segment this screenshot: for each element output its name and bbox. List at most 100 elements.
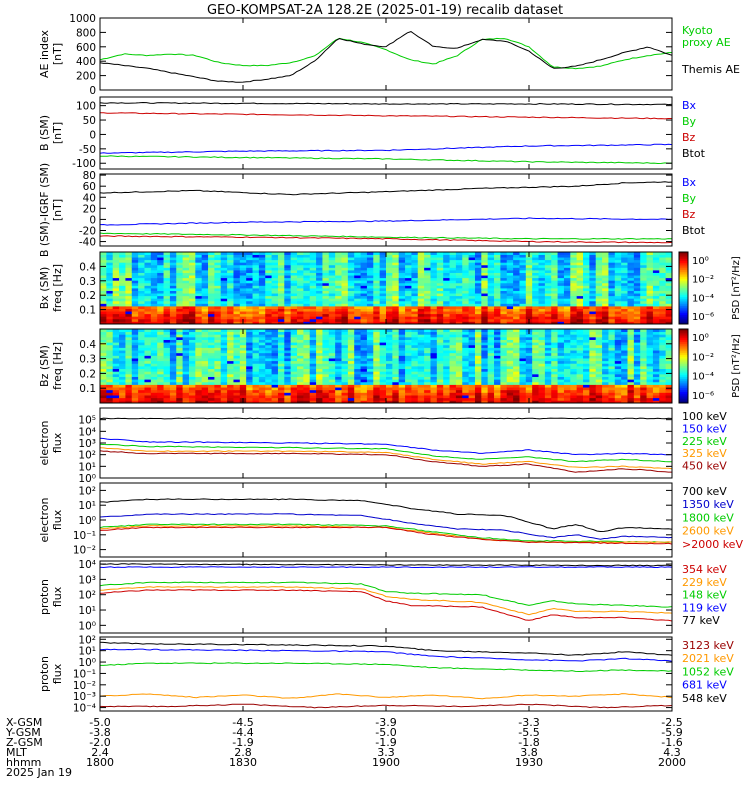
spectrogram-cell: [290, 358, 298, 362]
spectrogram-cell: [646, 270, 654, 273]
spectrogram-cell: [424, 277, 431, 281]
spectrogram-cell: [316, 342, 323, 346]
spectrogram-cell: [246, 397, 253, 401]
spectrogram-cell: [150, 371, 158, 375]
spectrogram-cell: [443, 300, 450, 304]
spectrogram-cell: [354, 381, 361, 385]
spectrogram-cell: [455, 387, 463, 391]
spectrogram-cell: [538, 316, 546, 320]
spectrogram-cell: [354, 270, 361, 273]
spectrogram-cell: [138, 339, 145, 343]
spectrogram-cell: [239, 262, 247, 266]
spectrogram-cell: [652, 316, 660, 320]
spectrogram-cell: [227, 384, 234, 388]
spectrogram-cell: [487, 352, 495, 356]
spectrogram-cell: [633, 270, 641, 273]
spectrogram-cell: [182, 384, 190, 388]
spectrogram-cell: [208, 331, 215, 335]
spectrogram-cell: [455, 368, 463, 372]
spectrogram-cell: [258, 379, 266, 383]
spectrogram-cell: [576, 267, 584, 271]
spectrogram-cell: [188, 259, 196, 263]
spectrogram-cell: [347, 342, 355, 346]
spectrogram-cell: [341, 336, 349, 340]
spectrogram-cell: [652, 252, 660, 255]
spectrogram-cell: [201, 282, 209, 286]
spectrogram-cell: [474, 321, 482, 325]
spectrogram-cell: [563, 303, 571, 307]
spectrogram-cell: [258, 336, 266, 340]
spectrogram-cell: [316, 371, 323, 375]
spectrogram-cell: [532, 308, 539, 312]
spectrogram-cell: [354, 316, 361, 320]
spectrogram-cell: [201, 308, 209, 312]
spectrogram-cell: [576, 313, 584, 317]
spectrogram-cell: [481, 387, 489, 391]
spectrogram-cell: [392, 316, 400, 320]
spectrogram-cell: [297, 344, 304, 348]
spectrogram-cell: [551, 277, 558, 281]
spectrogram-cell: [576, 350, 584, 354]
spectrogram-cell: [144, 355, 152, 359]
spectrogram-cell: [335, 264, 342, 268]
spectrogram-cell: [169, 392, 177, 396]
spectrogram-cell: [392, 363, 400, 367]
spectrogram-cell: [112, 295, 120, 299]
spectrogram-cell: [188, 252, 196, 255]
spectrogram-cell: [188, 277, 196, 281]
spectrogram-cell: [430, 280, 438, 284]
spectrogram-cell: [169, 290, 177, 294]
spectrogram-cell: [271, 358, 279, 362]
spectrogram-cell: [271, 308, 279, 312]
spectrogram-cell: [608, 285, 616, 289]
spectrogram-cell: [500, 363, 508, 367]
colorbar-step: [679, 298, 688, 302]
spectrogram-cell: [208, 311, 215, 315]
spectrogram-cell: [595, 381, 603, 385]
spectrogram-cell: [411, 267, 419, 271]
spectrogram-cell: [252, 363, 260, 367]
spectrogram-cell: [354, 379, 361, 383]
spectrogram-cell: [455, 262, 463, 266]
spectrogram-cell: [544, 252, 552, 255]
spectrogram-cell: [322, 295, 330, 299]
spectrogram-cell: [150, 366, 158, 370]
spectrogram-cell: [544, 400, 552, 404]
spectrogram-cell: [163, 387, 171, 391]
spectrogram-cell: [277, 381, 285, 385]
spectrogram-cell: [646, 321, 654, 325]
spectrogram-cell: [328, 336, 336, 340]
spectrogram-cell: [106, 395, 114, 399]
spectrogram-cell: [627, 254, 635, 258]
spectrogram-cell: [252, 267, 260, 271]
spectrogram-cell: [589, 313, 597, 317]
spectrogram-cell: [652, 300, 660, 304]
spectrogram-cell: [233, 285, 241, 289]
spectrogram-cell: [328, 400, 336, 404]
spectrogram-cell: [131, 303, 139, 307]
spectrogram-cell: [424, 252, 431, 255]
spectrogram-cell: [494, 303, 501, 307]
spectrogram-cell: [627, 275, 635, 279]
spectrogram-cell: [354, 331, 361, 335]
spectrogram-cell: [316, 373, 323, 377]
spectrogram-cell: [233, 358, 241, 362]
spectrogram-cell: [474, 331, 482, 335]
spectrogram-cell: [513, 318, 520, 322]
spectrogram-cell: [602, 254, 609, 258]
spectrogram-cell: [633, 262, 641, 266]
spectrogram-cell: [576, 303, 584, 307]
spectrogram-cell: [303, 397, 311, 401]
spectrogram-cell: [366, 366, 374, 370]
spectrogram-cell: [665, 277, 673, 281]
spectrogram-cell: [195, 342, 203, 346]
spectrogram-cell: [328, 342, 336, 346]
spectrogram-cell: [366, 267, 374, 271]
spectrogram-cell: [557, 376, 565, 380]
spectrogram-cell: [621, 288, 628, 291]
spectrogram-cell: [506, 275, 514, 279]
spectrogram-cell: [100, 397, 107, 401]
spectrogram-cell: [150, 358, 158, 362]
spectrogram-cell: [398, 395, 406, 399]
spectrogram-cell: [633, 288, 641, 291]
